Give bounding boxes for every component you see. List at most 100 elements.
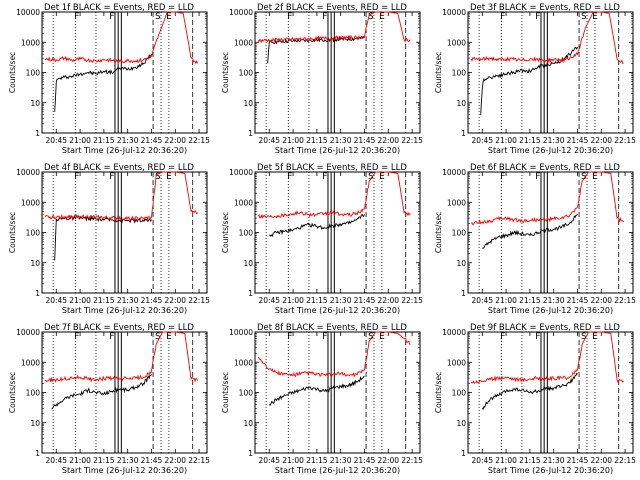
y-tick-label: 100 bbox=[26, 389, 41, 398]
marker-label: S bbox=[581, 12, 587, 22]
x-tick-label: 21:30 bbox=[543, 456, 565, 465]
series-line-lld bbox=[44, 11, 198, 65]
y-tick-label: 1000 bbox=[447, 198, 466, 207]
marker-label: F bbox=[322, 172, 327, 182]
series-line-events bbox=[268, 375, 365, 407]
x-tick-label: 22:15 bbox=[188, 296, 210, 305]
y-tick-label: 1000 bbox=[21, 198, 40, 207]
y-tick-label: 1 bbox=[35, 129, 40, 138]
panel-title: Det 6f BLACK = Events, RED = LLD bbox=[470, 163, 620, 173]
y-tick-label: 10000 bbox=[229, 328, 253, 337]
series-line-lld bbox=[45, 331, 198, 383]
marker-label: E bbox=[379, 172, 385, 182]
x-tick-label: 21:15 bbox=[93, 296, 115, 305]
x-axis-label: Start Time (26-Jul-12 20:36:20) bbox=[488, 146, 613, 155]
marker-label: S bbox=[368, 12, 374, 22]
x-axis-label: Start Time (26-Jul-12 20:36:20) bbox=[488, 306, 613, 315]
x-tick-label: 21:00 bbox=[495, 296, 517, 305]
marker-label: E bbox=[166, 332, 172, 342]
detector-panel-7: Det 7f BLACK = Events, RED = LLD 1 10 100 10… bbox=[0, 320, 213, 480]
x-tick-label: 21:30 bbox=[330, 136, 352, 145]
panel-plot: Det 5f BLACK = Events, RED = LLD 1 10 100 10… bbox=[221, 163, 423, 315]
x-tick-label: 21:30 bbox=[117, 456, 139, 465]
marker-label: E bbox=[379, 332, 385, 342]
x-tick-label: 21:45 bbox=[354, 456, 376, 465]
x-tick-label: 22:15 bbox=[614, 456, 636, 465]
panel-title: Det 9f BLACK = Events, RED = LLD bbox=[470, 323, 620, 333]
series-line-lld bbox=[44, 171, 198, 222]
y-axis-label: Counts/sec bbox=[434, 372, 443, 413]
marker-label: F bbox=[500, 332, 505, 342]
plot-frame bbox=[467, 171, 634, 294]
panel-plot: Det 1f BLACK = Events, RED = LLD 1 10 100 10… bbox=[8, 3, 210, 155]
y-tick-label: 10 bbox=[30, 419, 40, 428]
marker-label: F bbox=[322, 332, 327, 342]
x-tick-label: 21:15 bbox=[519, 296, 541, 305]
y-tick-label: 100 bbox=[452, 69, 467, 78]
marker-label: E bbox=[592, 172, 598, 182]
x-tick-label: 20:45 bbox=[45, 456, 67, 465]
panel-plot: Det 2f BLACK = Events, RED = LLD 1 10 100 10… bbox=[221, 3, 423, 155]
marker-label: E bbox=[592, 12, 598, 22]
y-tick-label: 10 bbox=[456, 419, 466, 428]
x-tick-label: 21:30 bbox=[543, 296, 565, 305]
y-tick-label: 1000 bbox=[234, 38, 253, 47]
series-line-events bbox=[480, 46, 578, 115]
y-axis-label: Counts/sec bbox=[434, 52, 443, 93]
y-tick-label: 1000 bbox=[21, 38, 40, 47]
marker-label: S bbox=[155, 332, 161, 342]
panel-plot: Det 6f BLACK = Events, RED = LLD 1 10 100 10… bbox=[434, 163, 636, 315]
x-tick-label: 21:00 bbox=[69, 456, 91, 465]
y-tick-label: 1 bbox=[461, 449, 466, 458]
marker-label: F bbox=[287, 332, 292, 342]
panel-plot: Det 4f BLACK = Events, RED = LLD 1 10 100 10… bbox=[8, 163, 210, 315]
x-tick-label: 21:45 bbox=[141, 136, 163, 145]
series-line-events bbox=[481, 372, 578, 411]
x-tick-label: 21:30 bbox=[117, 296, 139, 305]
panel-title: Det 2f BLACK = Events, RED = LLD bbox=[257, 3, 407, 13]
x-tick-label: 21:15 bbox=[306, 136, 328, 145]
x-tick-label: 22:15 bbox=[614, 136, 636, 145]
y-tick-label: 10000 bbox=[442, 8, 466, 17]
y-tick-label: 10000 bbox=[229, 168, 253, 177]
marker-label: S bbox=[155, 172, 161, 182]
x-tick-label: 22:00 bbox=[590, 456, 612, 465]
x-tick-label: 22:00 bbox=[164, 136, 186, 145]
x-tick-label: 21:30 bbox=[330, 296, 352, 305]
y-tick-label: 1 bbox=[248, 129, 253, 138]
x-tick-label: 21:15 bbox=[519, 456, 541, 465]
x-tick-label: 21:15 bbox=[306, 456, 328, 465]
x-tick-label: 21:00 bbox=[69, 136, 91, 145]
y-tick-label: 1 bbox=[248, 289, 253, 298]
marker-label: F bbox=[109, 12, 114, 22]
marker-label: F bbox=[500, 12, 505, 22]
x-axis-label: Start Time (26-Jul-12 20:36:20) bbox=[62, 466, 187, 475]
panel-plot: Det 8f BLACK = Events, RED = LLD 1 10 100 10… bbox=[221, 323, 423, 475]
x-tick-label: 20:45 bbox=[45, 136, 67, 145]
detector-panel-2: Det 2f BLACK = Events, RED = LLD 1 10 100 10… bbox=[213, 0, 426, 160]
marker-label: F bbox=[287, 12, 292, 22]
x-tick-label: 21:15 bbox=[306, 296, 328, 305]
x-tick-label: 21:00 bbox=[69, 296, 91, 305]
plot-frame bbox=[41, 11, 208, 134]
panel-title: Det 1f BLACK = Events, RED = LLD bbox=[44, 3, 194, 13]
marker-label: E bbox=[592, 332, 598, 342]
y-tick-label: 100 bbox=[26, 69, 41, 78]
plot-frame bbox=[254, 11, 421, 134]
y-tick-label: 1000 bbox=[447, 38, 466, 47]
plot-frame bbox=[41, 171, 208, 294]
series-line-events bbox=[267, 35, 365, 64]
x-tick-label: 21:30 bbox=[330, 456, 352, 465]
x-tick-label: 20:45 bbox=[258, 296, 280, 305]
x-tick-label: 22:00 bbox=[377, 296, 399, 305]
y-tick-label: 10 bbox=[456, 259, 466, 268]
panel-title: Det 5f BLACK = Events, RED = LLD bbox=[257, 163, 407, 173]
x-tick-label: 20:45 bbox=[258, 456, 280, 465]
x-tick-label: 21:45 bbox=[567, 296, 589, 305]
y-tick-label: 100 bbox=[452, 229, 467, 238]
marker-label: F bbox=[322, 12, 327, 22]
marker-label: F bbox=[74, 172, 79, 182]
y-tick-label: 10000 bbox=[16, 328, 40, 337]
x-tick-label: 21:45 bbox=[354, 136, 376, 145]
y-axis-label: Counts/sec bbox=[8, 52, 17, 93]
